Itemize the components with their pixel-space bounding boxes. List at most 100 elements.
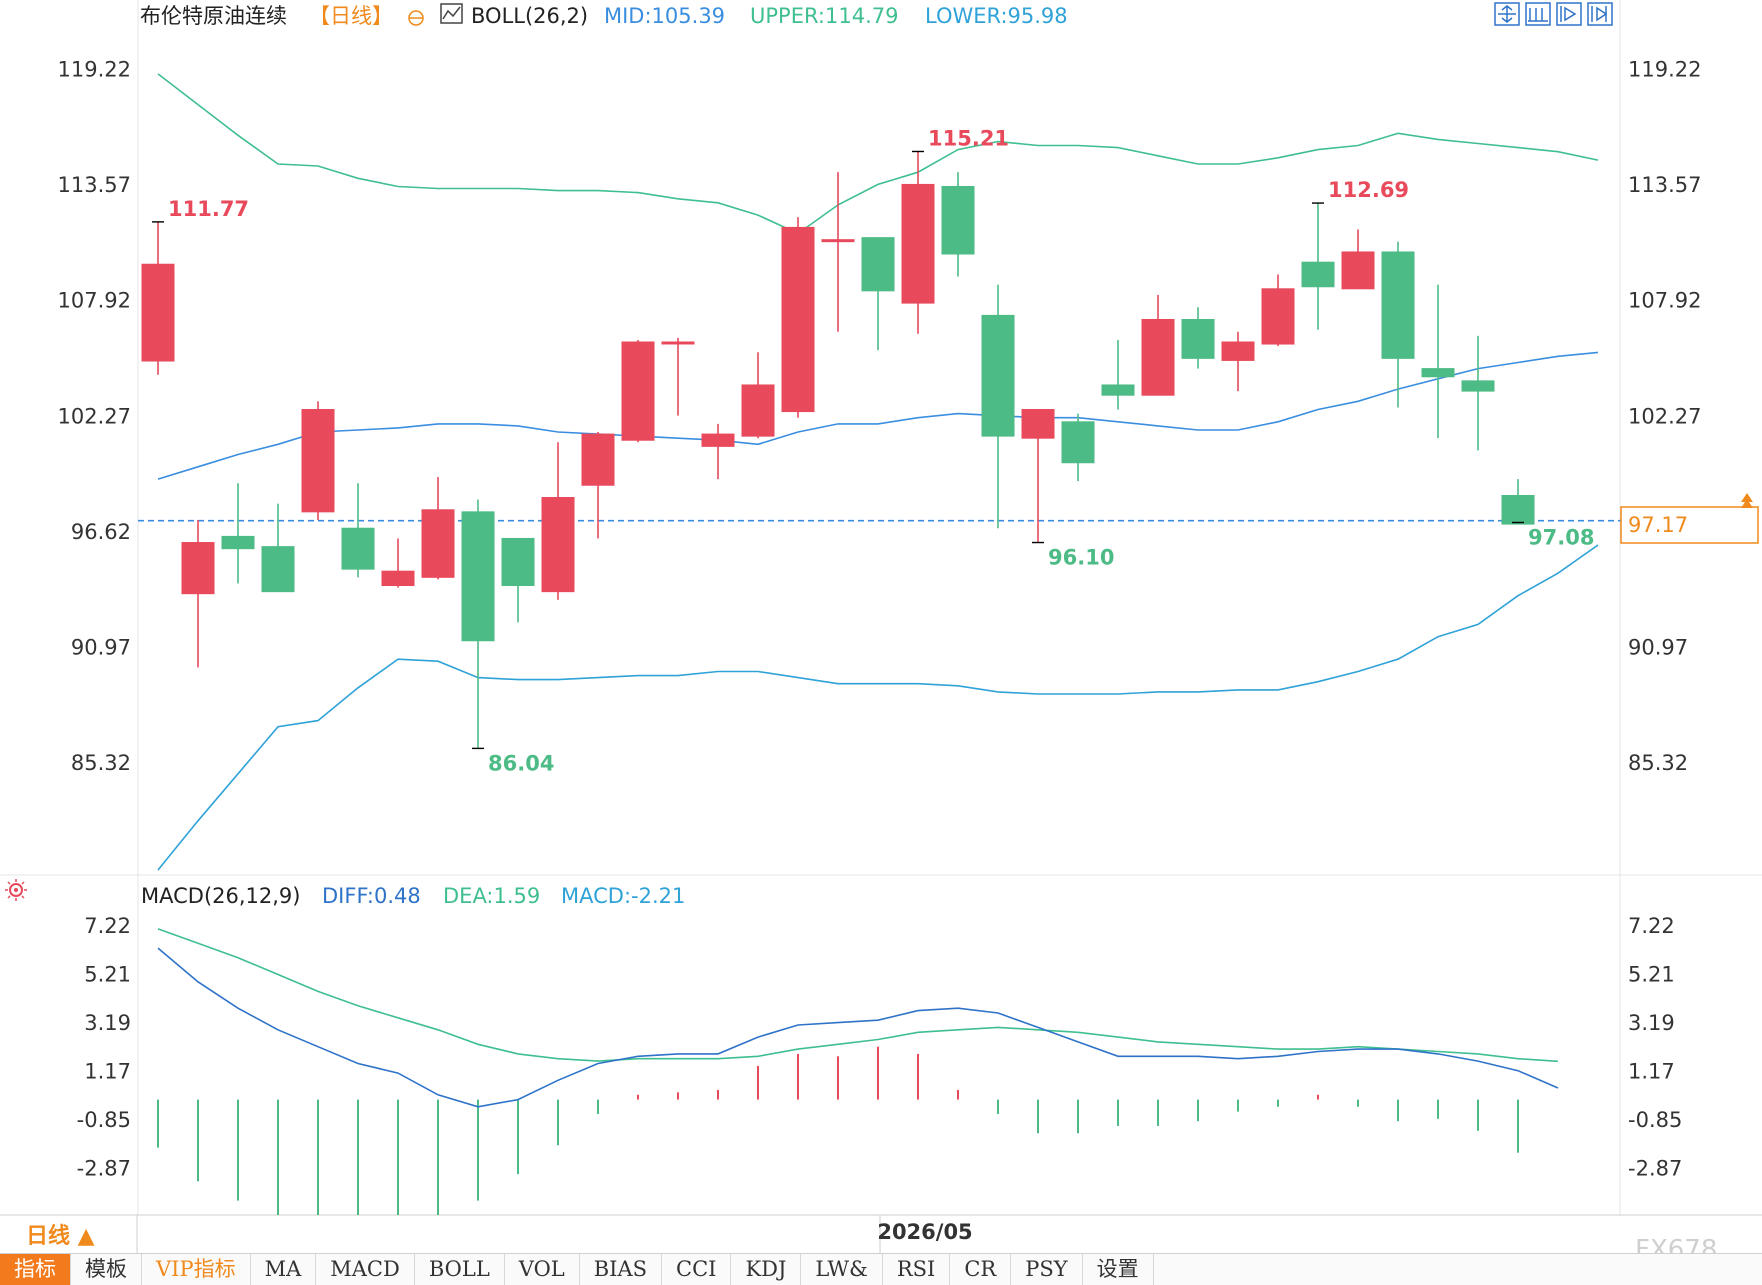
y-tick-label-left: 102.27 — [58, 404, 131, 428]
y-tick-label-left: 107.92 — [58, 289, 131, 313]
toolbar-bias[interactable]: BIAS — [580, 1254, 663, 1285]
target-circle-icon[interactable] — [408, 10, 424, 26]
toolbar-boll[interactable]: BOLL — [415, 1254, 505, 1285]
high-annotation: 112.69 — [1328, 178, 1409, 202]
candle-body — [781, 226, 815, 413]
y-tick-label-left: 90.97 — [71, 636, 131, 660]
candle-body — [261, 546, 295, 593]
candle-body — [1461, 380, 1495, 392]
candle-body — [381, 570, 415, 587]
scroll-left-icon[interactable] — [1556, 2, 1582, 26]
macd-indicator-name: MACD(26,12,9) — [141, 884, 301, 908]
candle-body — [301, 409, 335, 513]
candle-body — [941, 185, 975, 255]
candle-body — [541, 497, 575, 593]
chart-canvas[interactable]: 119.22 119.22 113.57 113.57 107.92 107.92 102.… — [0, 0, 1762, 1253]
candle-body — [421, 509, 455, 578]
toolbar-lwr[interactable]: LW& — [801, 1254, 883, 1285]
settings-sun-icon[interactable] — [5, 879, 27, 901]
macd-y-tick-label-left: 7.22 — [84, 914, 131, 938]
candle-body — [181, 542, 215, 595]
macd-y-tick-label-left: 1.17 — [84, 1059, 131, 1083]
toolbar-ma[interactable]: MA — [251, 1254, 317, 1285]
candle-body — [1261, 288, 1295, 345]
toolbar-vip-indicators[interactable]: VIP指标 — [142, 1254, 251, 1285]
indicator-toolbar: 指标 模板 VIP指标 MA MACD BOLL VOL BIAS CCI KD… — [0, 1253, 1762, 1285]
toolbar-cci[interactable]: CCI — [662, 1254, 732, 1285]
candle-body — [861, 237, 895, 292]
candle-body — [141, 263, 175, 362]
macd-dea-value: DEA:1.59 — [443, 884, 540, 908]
chart-background — [0, 0, 1762, 1253]
macd-dea-line — [157, 928, 1559, 1063]
y-tick-label-left: 119.22 — [58, 57, 131, 81]
low-annotation: 97.08 — [1528, 525, 1594, 549]
chart-indicator-icon[interactable] — [440, 3, 463, 24]
candle-body — [621, 341, 655, 441]
macd-y-tick-label-right: 3.19 — [1628, 1011, 1675, 1035]
candle-body — [821, 239, 855, 243]
macd-y-tick-label-left: -2.87 — [77, 1157, 131, 1181]
candle-body — [1101, 384, 1135, 396]
candle-body — [501, 537, 535, 587]
toolbar-rsi[interactable]: RSI — [883, 1254, 951, 1285]
macd-y-tick-label-left: 3.19 — [84, 1011, 131, 1035]
candle-body — [1501, 494, 1535, 525]
y-tick-label-right: 90.97 — [1628, 636, 1688, 660]
y-tick-label-left: 85.32 — [71, 751, 131, 775]
macd-diff-value: DIFF:0.48 — [322, 884, 421, 908]
candle-body — [1421, 368, 1455, 378]
toolbar-macd[interactable]: MACD — [316, 1254, 415, 1285]
toolbar-settings[interactable]: 设置 — [1083, 1254, 1154, 1285]
candle-body — [661, 341, 695, 345]
macd-y-tick-label-right: -0.85 — [1628, 1108, 1682, 1132]
toolbar-kdj[interactable]: KDJ — [731, 1254, 802, 1285]
macd-y-tick-label-right: 5.21 — [1628, 962, 1675, 986]
toolbar-psy[interactable]: PSY — [1011, 1254, 1083, 1285]
y-tick-label-right: 113.57 — [1628, 173, 1701, 197]
toolbar-cr[interactable]: CR — [950, 1254, 1012, 1285]
boll-mid-value: MID:105.39 — [604, 4, 725, 28]
zoom-out-icon[interactable] — [1525, 2, 1551, 26]
candle-body — [1181, 318, 1215, 359]
y-tick-label-right: 102.27 — [1628, 404, 1701, 428]
candle-body — [1141, 318, 1175, 396]
y-tick-label-right: 107.92 — [1628, 289, 1701, 313]
macd-y-tick-label-left: 5.21 — [84, 962, 131, 986]
date-label: 2026/05 — [877, 1220, 972, 1244]
high-annotation: 115.21 — [928, 126, 1009, 150]
y-tick-label-left: 96.62 — [71, 520, 131, 544]
toolbar-indicators[interactable]: 指标 — [0, 1254, 71, 1285]
boll-lower-line — [157, 544, 1599, 871]
candle-body — [461, 511, 495, 642]
boll-indicator-name: BOLL(26,2) — [471, 4, 588, 28]
boll-lower-value: LOWER:95.98 — [925, 4, 1068, 28]
toolbar-vol[interactable]: VOL — [505, 1254, 580, 1285]
candle-body — [1381, 251, 1415, 359]
macd-y-tick-label-right: 1.17 — [1628, 1059, 1675, 1083]
boll-upper-line — [157, 73, 1599, 235]
candle-body — [1021, 409, 1055, 439]
last-price-value: 97.17 — [1628, 513, 1688, 537]
boll-mid-line — [157, 351, 1599, 480]
candle-body — [1301, 261, 1335, 288]
scroll-right-icon[interactable] — [1587, 2, 1613, 26]
instrument-title: 布伦特原油连续 — [140, 4, 287, 28]
candle-body — [1221, 341, 1255, 361]
macd-y-tick-label-right: 7.22 — [1628, 914, 1675, 938]
candle-body — [981, 314, 1015, 437]
macd-y-tick-label-left: -0.85 — [77, 1108, 131, 1132]
candle-body — [581, 433, 615, 486]
low-annotation: 86.04 — [488, 751, 554, 775]
watermark: FX678 — [1635, 1235, 1717, 1253]
macd-diff-line — [157, 947, 1559, 1108]
macd-hist-value: MACD:-2.21 — [561, 884, 685, 908]
candle-body — [741, 384, 775, 437]
period-selector[interactable]: 日线 ▲ — [26, 1223, 95, 1249]
macd-y-tick-label-right: -2.87 — [1628, 1157, 1682, 1181]
toolbar-templates[interactable]: 模板 — [71, 1254, 142, 1285]
zoom-in-icon[interactable] — [1494, 2, 1520, 26]
arrow-up-icon — [1741, 493, 1753, 508]
boll-upper-value: UPPER:114.79 — [750, 4, 898, 28]
candle-body — [1061, 421, 1095, 464]
